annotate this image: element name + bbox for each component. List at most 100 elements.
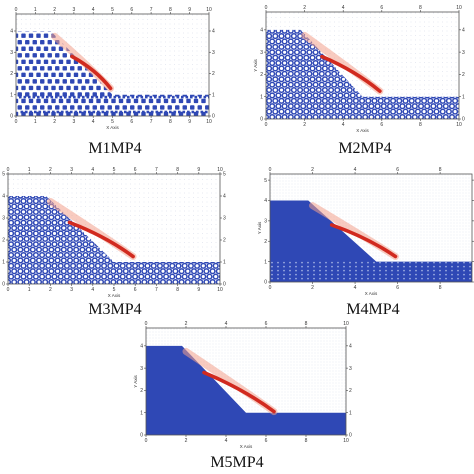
background-grid: [146, 328, 346, 411]
y-tick-label-right: 2: [223, 238, 226, 244]
x-tick-label: 2: [303, 122, 306, 128]
y-tick-label-right: 4: [212, 29, 215, 35]
x-tick-label-top: 1: [34, 7, 37, 13]
x-tick-label: 0: [269, 285, 272, 291]
x-tick-label: 2: [49, 287, 52, 293]
y-tick-label: 0: [10, 114, 13, 120]
slope-body: [270, 200, 472, 282]
x-tick-label-top: 5: [111, 7, 114, 13]
x-tick-label: 4: [225, 438, 228, 444]
x-axis-label: X Axis: [356, 128, 369, 133]
y-axis-label: Y Axis: [133, 375, 138, 388]
x-tick-label: 8: [169, 119, 172, 125]
y-axis-label: Y Axis: [253, 59, 258, 72]
x-tick-label-top: 9: [197, 167, 200, 173]
y-tick-label-right: 3: [223, 216, 226, 222]
plot-frame: [145, 327, 347, 436]
x-tick-label: 4: [354, 285, 357, 291]
x-tick-label-top: 0: [265, 5, 268, 11]
y-tick-label: 1: [10, 92, 13, 98]
y-tick-label: 0: [2, 282, 5, 288]
y-tick-label: 5: [2, 172, 5, 178]
x-tick-label: 6: [380, 122, 383, 128]
y-tick-label-right: 3: [349, 366, 352, 372]
y-tick-label-right: 2: [462, 72, 465, 78]
x-tick-label-top: 3: [73, 7, 76, 13]
y-tick-label-right: 5: [223, 172, 226, 178]
background-grid: [16, 14, 207, 92]
x-tick-label-top: 10: [217, 167, 223, 173]
y-tick-label-right: 4: [349, 344, 352, 350]
failure-zone: [309, 202, 399, 261]
x-tick-label-top: 3: [70, 167, 73, 173]
caption-m1mp4: M1MP4: [88, 140, 142, 157]
x-tick-label-top: 7: [150, 7, 153, 13]
y-tick-label-right: 2: [212, 71, 215, 77]
failure-zone: [46, 198, 137, 260]
x-axis-label: X Axis: [106, 125, 119, 130]
caption-m5mp4: M5MP4: [210, 454, 264, 471]
x-tick-label: 10: [343, 438, 349, 444]
x-tick-label-top: 8: [305, 321, 308, 327]
x-tick-label-top: 0: [7, 167, 10, 173]
panel-m1mp4: 0 0 1 1 2 2 3 3 4 4 5 5 6 6 7 7 8 8 9 9 10 10 0 0 1 1 2 2 3 3 4 4 X Axis: [4, 4, 222, 137]
x-tick-label-top: 0: [269, 167, 272, 173]
panel-m2mp4: 0 0 2 2 4 4 6 6 8 8 10 10 0 0 1 1 2 2 3 3 4 4 X Axis Y Axis: [252, 4, 470, 137]
x-tick-label-top: 4: [354, 167, 357, 173]
y-tick-label: 1: [260, 94, 263, 100]
particle-field: [16, 31, 209, 116]
failure-zone: [301, 31, 384, 95]
y-tick-label: 4: [140, 344, 143, 350]
x-tick-label: 6: [396, 285, 399, 291]
x-tick-label-top: 6: [130, 7, 133, 13]
y-tick-label: 2: [10, 71, 13, 77]
x-tick-label: 1: [28, 287, 31, 293]
x-tick-label-top: 2: [185, 321, 188, 327]
y-tick-label: 0: [264, 280, 267, 286]
y-tick-label-right: 2: [349, 388, 352, 394]
y-tick-label: 4: [2, 194, 5, 200]
x-tick-label-top: 10: [343, 321, 349, 327]
y-axis-label: Y Axis: [257, 221, 262, 234]
x-tick-label-top: 7: [155, 167, 158, 173]
y-tick-label: 5: [264, 178, 267, 184]
x-tick-label: 3: [73, 119, 76, 125]
plot-frame: [269, 173, 473, 283]
y-axis-ticks: 0 0 1 1 2 2 3 3 4 4 5 5: [2, 172, 226, 288]
x-tick-label: 5: [113, 287, 116, 293]
x-tick-label: 4: [92, 119, 95, 125]
x-tick-label-top: 6: [380, 5, 383, 11]
caption-m4mp4: M4MP4: [346, 301, 400, 318]
y-tick-label-right: 0: [462, 117, 465, 123]
y-tick-label: 0: [260, 117, 263, 123]
x-tick-label: 0: [145, 438, 148, 444]
y-tick-label-right: 0: [349, 433, 352, 439]
x-tick-label: 2: [185, 438, 188, 444]
x-tick-label-top: 8: [176, 167, 179, 173]
y-tick-label: 4: [264, 198, 267, 204]
x-tick-label: 10: [217, 287, 223, 293]
x-tick-label: 8: [439, 285, 442, 291]
x-tick-label-top: 6: [265, 321, 268, 327]
y-tick-label-right: 1: [223, 260, 226, 266]
x-tick-label: 8: [419, 122, 422, 128]
slope-body: [266, 29, 459, 119]
failure-zone: [182, 347, 278, 416]
x-tick-label-top: 10: [206, 7, 212, 13]
y-tick-label-right: 3: [212, 50, 215, 56]
x-tick-label: 8: [176, 287, 179, 293]
x-tick-label-top: 0: [145, 321, 148, 327]
x-tick-label: 4: [342, 122, 345, 128]
x-tick-label: 8: [305, 438, 308, 444]
x-tick-label-top: 10: [456, 5, 462, 11]
x-axis-ticks: 0 0 2 2 4 4 6 6 8 8: [269, 167, 442, 291]
x-tick-label-top: 2: [311, 167, 314, 173]
y-tick-label: 1: [140, 410, 143, 416]
